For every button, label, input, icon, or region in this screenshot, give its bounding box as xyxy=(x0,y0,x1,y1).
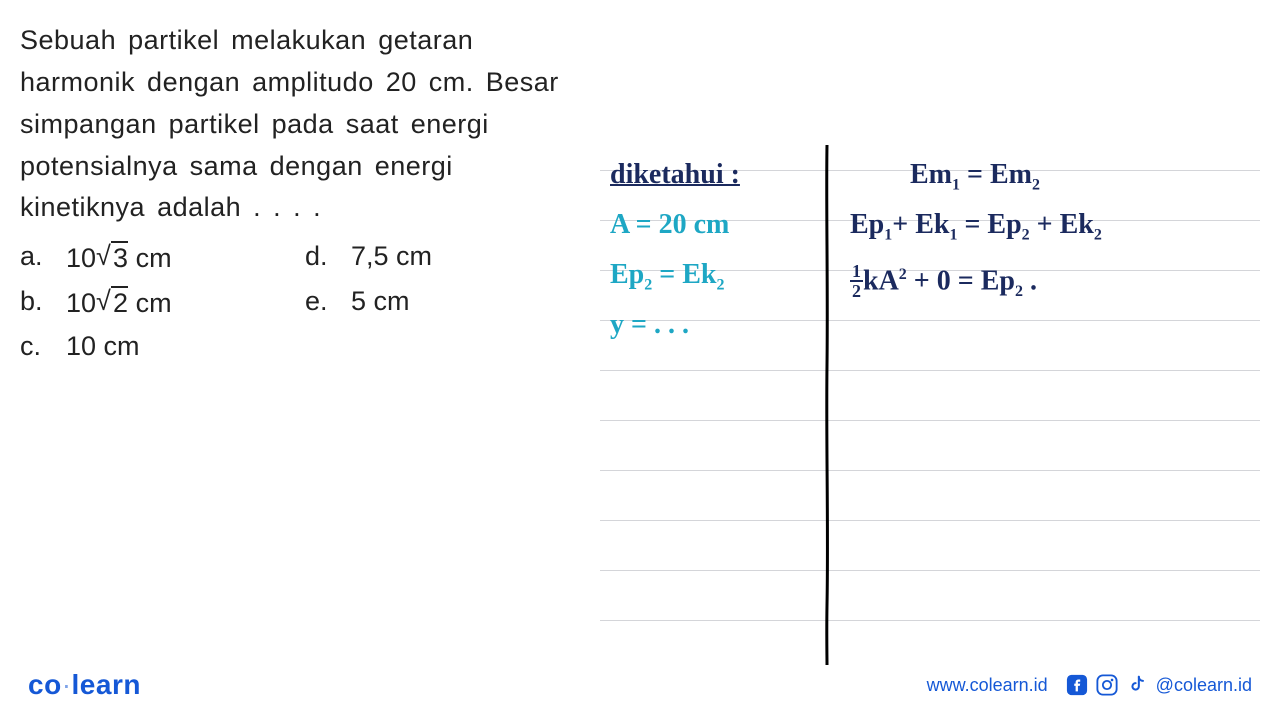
footer-handle: @colearn.id xyxy=(1156,675,1252,696)
vertical-divider xyxy=(825,145,829,665)
option-label: e. xyxy=(305,286,333,319)
given-line-3: y = . . . xyxy=(610,300,820,350)
option-b: b. 10√2 cm xyxy=(20,280,295,325)
option-d: d. 7,5 cm xyxy=(305,235,580,280)
instagram-icon xyxy=(1096,674,1118,696)
footer-right: www.colearn.id @colearn.id xyxy=(927,674,1252,696)
option-value: 5 cm xyxy=(351,286,410,319)
given-title: diketahui : xyxy=(610,150,820,200)
given-line-1: A = 20 cm xyxy=(610,200,820,250)
option-value: 10√2 cm xyxy=(66,286,172,319)
option-a: a. 10√3 cm xyxy=(20,235,295,280)
question-text: Sebuah partikel melakukan getaran harmon… xyxy=(20,20,580,229)
given-line-2: Ep2 = Ek2 xyxy=(610,250,820,300)
tiktok-icon xyxy=(1126,674,1148,696)
option-label: b. xyxy=(20,286,48,319)
solution-line-3: 1 2 kA2 + 0 = Ep2 . xyxy=(850,250,1230,300)
facebook-icon xyxy=(1066,674,1088,696)
fraction-half: 1 2 xyxy=(850,262,863,300)
brand-logo: co·learn xyxy=(28,669,141,701)
option-label: c. xyxy=(20,331,48,362)
solution-block: Em1 = Em2 Ep1+ Ek1 = Ep2 + Ek2 1 2 kA2 +… xyxy=(850,150,1230,300)
option-c: c. 10 cm xyxy=(20,325,295,368)
given-block: diketahui : A = 20 cm Ep2 = Ek2 y = . . … xyxy=(610,150,820,350)
options-grid: a. 10√3 cm d. 7,5 cm b. 10√2 cm e. 5 cm xyxy=(20,235,580,368)
solution-line-2: Ep1+ Ek1 = Ep2 + Ek2 xyxy=(850,200,1230,250)
question-column: Sebuah partikel melakukan getaran harmon… xyxy=(20,20,600,640)
option-value: 7,5 cm xyxy=(351,241,432,274)
option-e: e. 5 cm xyxy=(305,280,580,325)
solution-line-1: Em1 = Em2 xyxy=(850,150,1230,200)
option-value: 10√3 cm xyxy=(66,241,172,274)
work-column: diketahui : A = 20 cm Ep2 = Ek2 y = . . … xyxy=(600,20,1260,640)
sqrt-icon: √2 xyxy=(96,286,128,319)
option-label: d. xyxy=(305,241,333,274)
sqrt-icon: √3 xyxy=(96,241,128,274)
option-label: a. xyxy=(20,241,48,274)
main-content: Sebuah partikel melakukan getaran harmon… xyxy=(0,0,1280,640)
option-value: 10 cm xyxy=(66,331,140,362)
footer-url: www.colearn.id xyxy=(927,675,1048,696)
social-icons: @colearn.id xyxy=(1066,674,1252,696)
footer-bar: co·learn www.colearn.id @colearn.id xyxy=(0,650,1280,720)
